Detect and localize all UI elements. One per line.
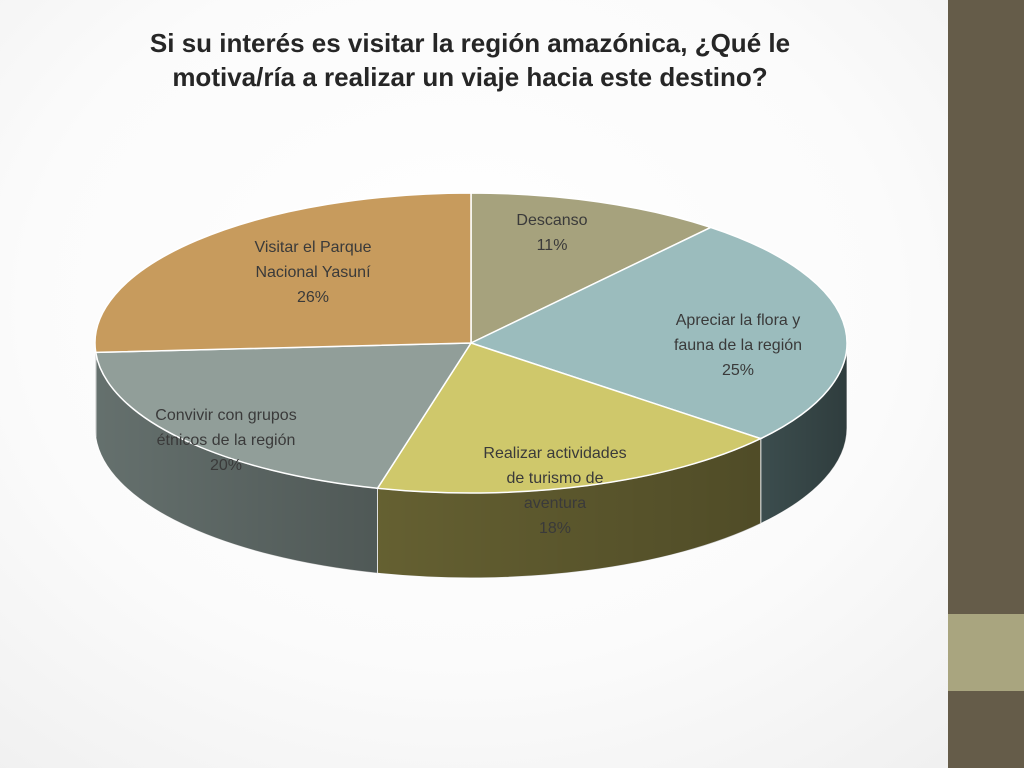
pie-slice-side-shade <box>95 352 378 574</box>
pie-slice-side-shade <box>377 438 761 579</box>
pie-slice <box>94 192 472 354</box>
pie-slice <box>94 342 473 490</box>
pie-slice-side-shade <box>760 343 847 524</box>
pie-slice <box>470 192 713 345</box>
side-decoration-accent <box>948 614 1024 691</box>
pie-slice <box>376 342 763 494</box>
pie-slice-side-shade <box>95 343 96 438</box>
slice-data-label: Apreciar la flora y fauna de la región 25% <box>674 312 802 379</box>
pie-slice <box>469 226 848 440</box>
slice-data-label: Descanso 11% <box>516 212 587 254</box>
slice-data-label: Realizar actividades de turismo de aventur… <box>483 445 626 537</box>
slice-data-label: Visitar el Parque Nacional Yasuní 26% <box>254 239 371 306</box>
slice-data-label: Convivir con grupos étnicos de la región 2… <box>155 407 296 474</box>
chart-title: Si su interés es visitar la región amazó… <box>149 28 791 93</box>
